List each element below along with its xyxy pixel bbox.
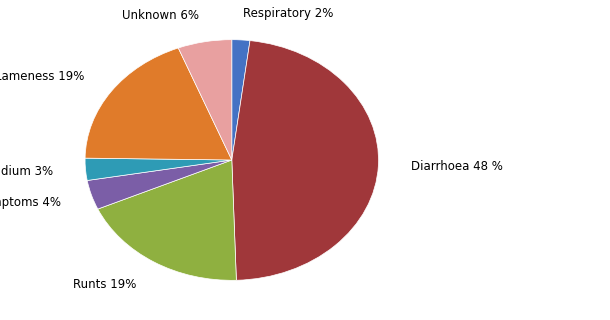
Text: Respiratory 2%: Respiratory 2% [243,7,333,20]
Wedge shape [87,160,232,209]
Wedge shape [178,40,232,160]
Text: Lameness 19%: Lameness 19% [0,70,85,83]
Text: Unknown 6%: Unknown 6% [121,9,199,22]
Text: Nervous system symptoms 4%: Nervous system symptoms 4% [0,196,60,209]
Text: Clostridium 3%: Clostridium 3% [0,165,53,178]
Wedge shape [85,158,232,180]
Wedge shape [85,48,232,160]
Text: Runts 19%: Runts 19% [73,278,137,291]
Wedge shape [232,41,379,280]
Text: Diarrhoea 48 %: Diarrhoea 48 % [411,160,503,173]
Wedge shape [232,40,250,160]
Wedge shape [98,160,236,280]
